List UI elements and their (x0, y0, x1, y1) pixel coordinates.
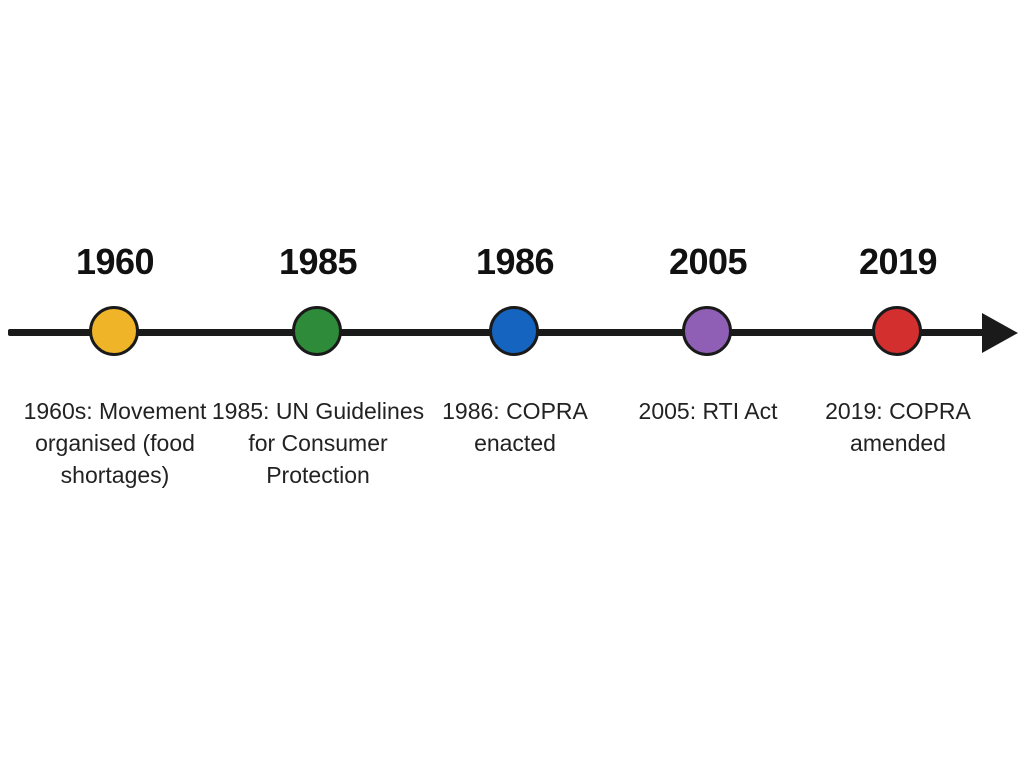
timeline-event-1986: 1986 1986: COPRA enacted (405, 0, 625, 768)
timeline-event-1985: 1985 1985: UN Guidelines for Consumer Pr… (208, 0, 428, 768)
event-description: 1986: COPRA enacted (442, 398, 588, 456)
event-marker-dot (292, 306, 342, 356)
timeline-event-2005: 2005 2005: RTI Act (598, 0, 818, 768)
event-marker-dot (872, 306, 922, 356)
event-description: 1985: UN Guidelines for Consumer Protect… (211, 398, 425, 488)
event-description: 2005: RTI Act (638, 398, 778, 424)
event-marker-dot (89, 306, 139, 356)
timeline-event-2019: 2019 2019: COPRA amended (788, 0, 1008, 768)
event-year: 1986 (475, 241, 555, 282)
event-year: 1985 (278, 241, 358, 282)
event-year: 2019 (858, 241, 938, 282)
event-year: 2005 (668, 241, 748, 282)
event-description: 1960s: Movement organised (food shortage… (23, 398, 207, 488)
event-description: 2019: COPRA amended (825, 398, 971, 456)
event-marker-dot (682, 306, 732, 356)
event-year: 1960 (75, 241, 155, 282)
timeline-arrow-head (982, 313, 1018, 353)
event-marker-dot (489, 306, 539, 356)
timeline-event-1960: 1960 1960s: Movement organised (food sho… (5, 0, 225, 768)
